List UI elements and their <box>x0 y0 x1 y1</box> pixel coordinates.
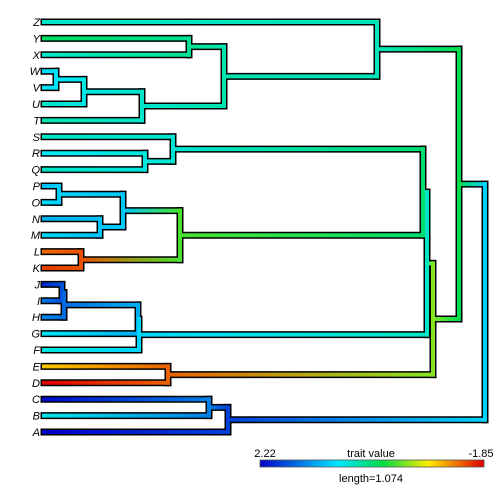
tip-label-r: R <box>32 148 40 160</box>
tip-label-d: D <box>32 378 40 390</box>
tip-label-m: M <box>31 230 41 242</box>
tip-label-k: K <box>33 263 41 275</box>
tip-label-w: W <box>30 66 42 78</box>
legend-max-label: 2.22 <box>254 448 275 460</box>
tip-label-a: A <box>32 427 40 439</box>
tip-label-s: S <box>33 132 41 144</box>
tip-label-g: G <box>31 329 40 341</box>
tip-label-l: L <box>34 247 40 259</box>
tip-label-j: J <box>34 279 41 291</box>
legend-title: trait value <box>347 448 395 460</box>
tip-label-p: P <box>33 181 41 193</box>
legend-length-label: length=1.074 <box>339 473 403 485</box>
tip-label-o: O <box>31 197 40 209</box>
tip-label-z: Z <box>32 17 41 29</box>
tip-label-f: F <box>33 345 41 357</box>
color-bar <box>259 459 485 468</box>
tip-label-h: H <box>32 312 40 324</box>
tip-label-e: E <box>33 361 41 373</box>
tip-label-t: T <box>33 115 41 127</box>
tip-label-i: I <box>37 296 40 308</box>
tip-label-v: V <box>33 83 42 95</box>
legend-min-label: -1.85 <box>468 448 493 460</box>
tip-label-x: X <box>32 50 41 62</box>
tip-label-q: Q <box>31 165 40 177</box>
tip-label-b: B <box>33 411 40 423</box>
tip-label-y: Y <box>33 33 41 45</box>
tip-label-u: U <box>32 99 40 111</box>
tip-label-n: N <box>32 214 40 226</box>
tree-edges <box>40 18 489 436</box>
color-legend: 2.22 trait value -1.85 length=1.074 <box>254 448 493 485</box>
tip-label-c: C <box>32 394 40 406</box>
